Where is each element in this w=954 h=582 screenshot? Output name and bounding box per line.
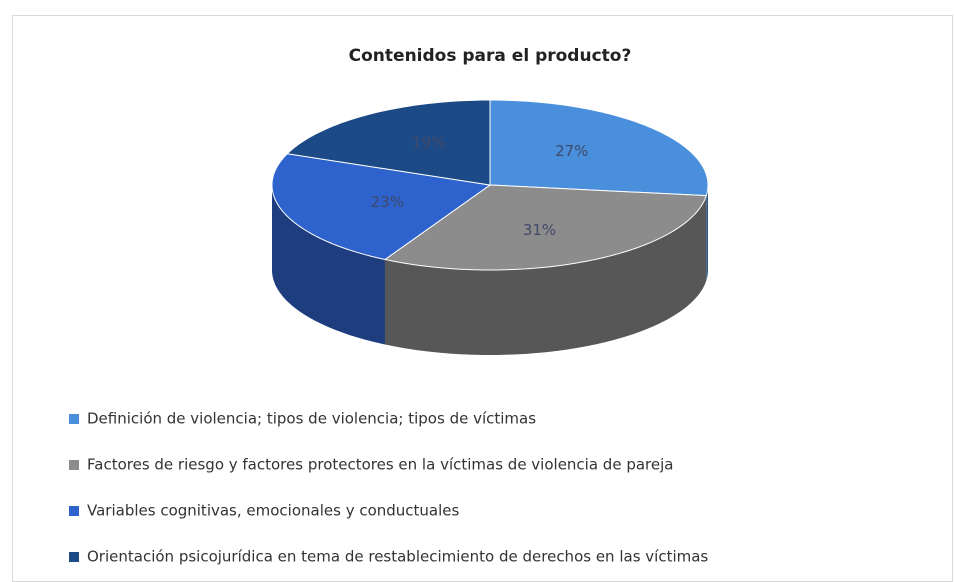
- data-label: 27%: [555, 142, 588, 160]
- chart-title: Contenidos para el producto?: [349, 46, 632, 66]
- data-label: 19%: [412, 133, 445, 151]
- legend-label: Orientación psicojurídica en tema de res…: [87, 548, 708, 566]
- pie-side: [706, 185, 708, 281]
- data-label: 23%: [371, 193, 404, 211]
- pie-slice: [383, 184, 707, 271]
- legend-swatch: [69, 552, 79, 562]
- pie-side: [272, 185, 385, 345]
- pie-side: [384, 195, 707, 355]
- legend-label: Factores de riesgo y factores protectore…: [87, 456, 673, 474]
- pie-slice: [271, 153, 492, 261]
- pie-slice: [489, 99, 709, 197]
- legend-swatch: [69, 460, 79, 470]
- legend-label: Variables cognitivas, emocionales y cond…: [87, 502, 460, 520]
- legend-label: Definición de violencia; tipos de violen…: [87, 410, 536, 428]
- legend-swatch: [69, 414, 79, 424]
- data-label: 31%: [523, 221, 556, 239]
- pie-slice: [286, 99, 491, 186]
- legend-swatch: [69, 506, 79, 516]
